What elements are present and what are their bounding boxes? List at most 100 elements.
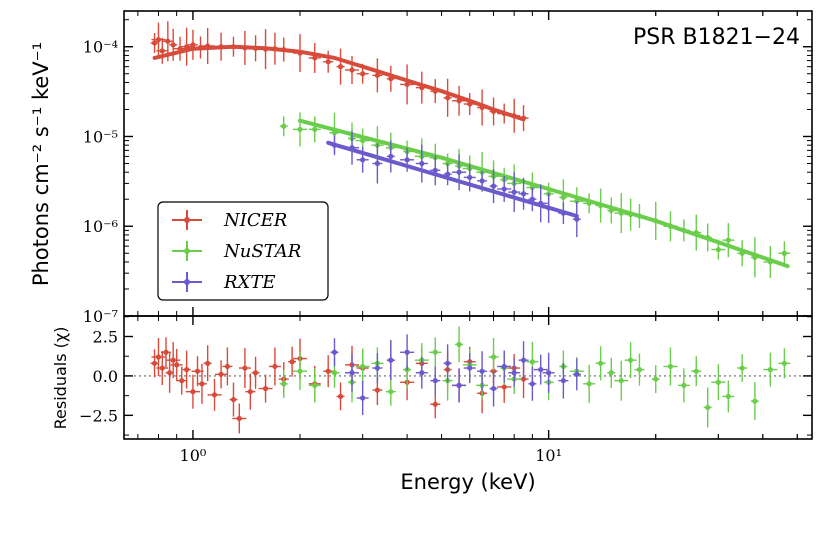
nicer-residual-point bbox=[232, 403, 247, 434]
nustar-data-point bbox=[711, 239, 726, 260]
nicer-data-point bbox=[293, 34, 308, 73]
rxte-residual-point bbox=[372, 353, 383, 384]
legend-label-rxte: RXTE bbox=[223, 272, 276, 293]
rxte-data-point bbox=[386, 140, 395, 173]
nicer-data-point bbox=[386, 65, 395, 92]
nustar-residual-point bbox=[737, 354, 748, 383]
nicer-residual-point bbox=[165, 352, 174, 393]
nustar-residual-point bbox=[583, 364, 596, 403]
nustar-data-point bbox=[279, 116, 288, 137]
nicer-data-point bbox=[259, 29, 272, 70]
residuals-y-axis-label: Residuals (χ) bbox=[51, 327, 70, 430]
rxte-data-point bbox=[533, 184, 548, 223]
rxte-data-point bbox=[415, 144, 428, 183]
nicer-residual-point bbox=[238, 348, 251, 389]
y-tick-label: 10⁻⁵ bbox=[83, 127, 118, 146]
y-tick-label: 0.0 bbox=[93, 367, 118, 386]
nicer-residual-point bbox=[336, 382, 345, 411]
rxte-residual-point bbox=[356, 381, 369, 415]
y-tick-label: 10⁻⁴ bbox=[83, 38, 118, 57]
rxte-data-point bbox=[508, 172, 521, 213]
nicer-data-point bbox=[200, 27, 215, 64]
nicer-residual-point bbox=[203, 345, 212, 382]
nicer-data-point bbox=[248, 35, 263, 62]
rxte-residual-point bbox=[443, 344, 452, 383]
nustar-residual-point bbox=[663, 347, 678, 386]
nicer-data-point bbox=[240, 30, 249, 65]
nicer-data-point bbox=[415, 71, 428, 104]
nicer-data-point bbox=[162, 21, 173, 62]
nustar-data-point bbox=[763, 245, 778, 278]
nustar-residual-point bbox=[778, 348, 791, 379]
rxte-data-point bbox=[542, 192, 555, 223]
spectrum-title: PSR B1821−24 bbox=[633, 25, 800, 50]
nustar-residual-point bbox=[429, 337, 442, 368]
nustar-residual-point bbox=[703, 387, 712, 428]
nicer-data-point bbox=[180, 27, 193, 66]
nustar-residual-point bbox=[691, 356, 702, 387]
nustar-residual-point bbox=[651, 365, 660, 394]
y-tick-label: −2.5 bbox=[79, 406, 118, 425]
rxte-data-point bbox=[463, 163, 476, 192]
nicer-residual-point bbox=[497, 370, 512, 403]
spectrum-y-axis-label: Photons cm⁻² s⁻¹ keV⁻¹ bbox=[29, 42, 53, 286]
nicer-residual-point bbox=[166, 342, 181, 379]
legend-label-nustar: NuSTAR bbox=[223, 241, 301, 262]
nustar-residual-point bbox=[355, 348, 370, 385]
rxte-data-point bbox=[430, 155, 441, 186]
rxte-residual-point bbox=[497, 350, 512, 383]
rxte-data-point bbox=[477, 170, 488, 191]
rxte-residual-point bbox=[508, 358, 521, 387]
nustar-residual-point bbox=[595, 346, 606, 381]
nicer-data-point bbox=[323, 50, 334, 73]
nicer-data-point bbox=[150, 33, 159, 54]
rxte-residual-point bbox=[477, 351, 488, 392]
nustar-residual-point bbox=[607, 357, 616, 388]
nicer-residual-point bbox=[196, 363, 207, 404]
rxte-data-point bbox=[497, 175, 512, 202]
nustar-residual-point bbox=[488, 338, 499, 376]
nustar-data-point bbox=[737, 240, 748, 267]
legend-item-rxte: RXTE bbox=[172, 272, 276, 293]
x-tick-label: 10¹ bbox=[535, 446, 562, 465]
nicer-data-point bbox=[344, 56, 359, 85]
nicer-residual-point bbox=[288, 346, 297, 377]
rxte-data-point bbox=[330, 135, 339, 156]
nustar-data-point bbox=[614, 193, 629, 234]
nustar-data-point bbox=[750, 237, 759, 278]
rxte-data-point bbox=[443, 163, 452, 186]
nicer-data-point bbox=[497, 103, 512, 124]
nicer-data-point bbox=[187, 29, 198, 60]
nicer-data-point bbox=[430, 79, 441, 104]
nustar-data-point bbox=[677, 219, 690, 242]
nustar-residual-point bbox=[279, 369, 288, 398]
nustar-residual-point bbox=[634, 353, 645, 386]
nustar-data-point bbox=[634, 204, 645, 229]
rxte-residual-point bbox=[430, 366, 441, 395]
nicer-data-point bbox=[489, 97, 498, 126]
nicer-data-point bbox=[196, 36, 205, 59]
nicer-data-point bbox=[173, 36, 188, 61]
nicer-residual-point bbox=[268, 347, 281, 386]
nustar-residual-point bbox=[385, 377, 396, 406]
rxte-data-point bbox=[452, 154, 467, 191]
nustar-data-point bbox=[651, 201, 660, 240]
nicer-residual-point bbox=[229, 382, 238, 417]
nicer-residual-point bbox=[156, 351, 169, 386]
rxte-residual-point bbox=[572, 358, 581, 391]
x-tick-label: 10⁰ bbox=[180, 446, 207, 465]
rxte-data-point bbox=[572, 201, 581, 238]
nicer-data-point bbox=[452, 85, 467, 116]
rxte-data-point bbox=[344, 130, 359, 165]
nustar-residual-point bbox=[293, 352, 308, 391]
nustar-data-point bbox=[624, 198, 637, 231]
nicer-data-point bbox=[372, 58, 383, 93]
nustar-data-point bbox=[722, 223, 735, 258]
rxte-data-point bbox=[400, 147, 415, 172]
nustar-residual-point bbox=[711, 364, 726, 401]
nicer-residual-point bbox=[258, 374, 273, 403]
nicer-residual-point bbox=[150, 349, 159, 378]
nicer-data-point bbox=[400, 64, 415, 105]
nicer-data-point bbox=[477, 89, 488, 126]
